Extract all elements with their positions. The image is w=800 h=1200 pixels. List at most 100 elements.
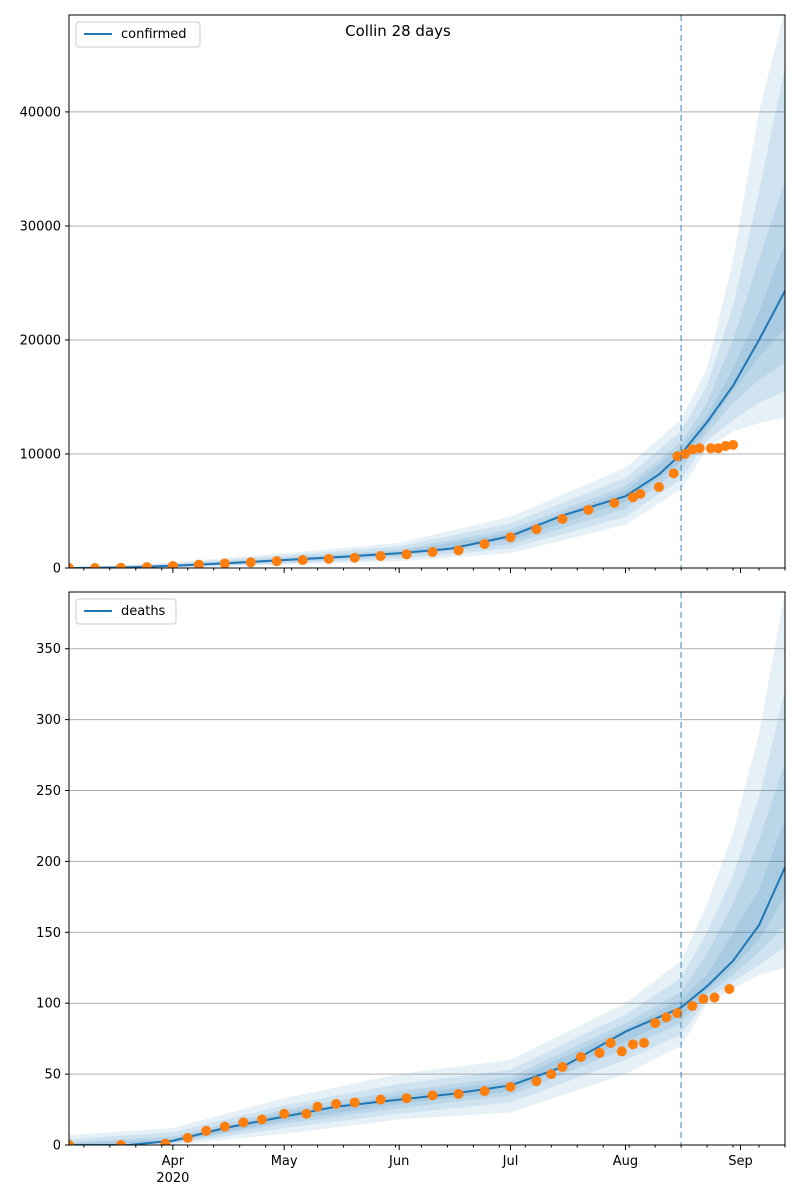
axes-frame [68,591,786,1146]
uncertainty-band-1 [69,691,785,1145]
observed-point [639,1037,650,1048]
observed-point [575,1052,586,1063]
observed-point [245,557,256,568]
observed-point [401,1093,412,1104]
observed-point [115,1140,126,1145]
plot-area [69,15,785,568]
confirmed-panel: 0 10000 20000 30000 40000 confirmed [20,14,786,577]
observed-point [672,1008,683,1019]
observed-point [698,993,709,1004]
observed-point [115,562,126,568]
legend-box [75,598,177,625]
observed-point [69,563,74,568]
y-tick-label: 10000 [20,447,61,462]
x-tick-label: Jun [388,1154,409,1169]
observed-point [401,549,412,560]
observed-point [705,443,716,454]
observed-point [728,439,739,450]
observed-point [557,1062,568,1073]
observed-point [375,551,386,562]
observed-point [479,1086,490,1097]
legend-label: confirmed [121,27,187,42]
observed-point [323,553,334,564]
observed-point [453,1088,464,1099]
observed-point [182,1132,193,1143]
observed-point [709,992,720,1003]
observed-point [89,563,100,568]
observed-point [201,1125,212,1136]
observed-point [141,562,152,568]
y-tick-label: 150 [36,926,61,941]
observed-point [668,468,679,479]
observed-point [331,1098,342,1109]
observed-point [653,482,664,493]
observed-point [297,555,308,566]
figure-title: Collin 28 days [345,22,451,40]
uncertainty-band-0 [69,592,785,1145]
observed-point [546,1069,557,1080]
observed-point [312,1101,323,1112]
observed-point [679,448,690,459]
observed-point [627,1039,638,1050]
observed-point [661,1012,672,1023]
y-tick-label: 350 [36,642,61,657]
observed-point [694,443,705,454]
observed-point [238,1117,249,1128]
legend-box [75,21,201,48]
observed-point [724,984,735,995]
observed-point [583,504,594,515]
observed-point [609,498,620,509]
observed-point [687,1001,698,1012]
y-tick-label: 40000 [20,105,61,120]
observed-point [594,1047,605,1058]
observed-point [219,558,230,568]
x-tick-sublabel: 2020 [156,1171,189,1186]
axes-frame [68,14,786,569]
observed-point [301,1108,312,1119]
uncertainty-band-0 [69,15,785,568]
observed-point [271,556,282,567]
observed-point [256,1114,267,1125]
observed-point [505,532,516,543]
legend: deaths [75,598,177,625]
observed-point [605,1037,616,1048]
observed-point [505,1081,516,1092]
observed-point [616,1046,627,1057]
observed-point [627,492,638,503]
x-tick-label: Sep [728,1154,753,1169]
observed-point [427,1090,438,1101]
observed-point [531,1076,542,1087]
observed-point [69,1140,74,1145]
observed-point [375,1094,386,1105]
observed-point [160,1138,171,1145]
uncertainty-band-1 [69,66,785,568]
observed-point [427,547,438,558]
observed-point [557,513,568,524]
observed-point [219,1121,230,1132]
observed-point [167,560,178,568]
uncertainty-band-2 [69,762,785,1145]
observed-point [531,524,542,535]
observed-point [650,1018,661,1029]
y-tick-label: 0 [53,562,61,577]
y-tick-label: 20000 [20,333,61,348]
observed-point [720,440,731,451]
y-tick-label: 300 [36,713,61,728]
observed-point [479,539,490,550]
y-tick-label: 50 [44,1068,61,1083]
x-tick-label: Apr [162,1154,185,1169]
deaths-panel: 0 50 100 150 200 250 300 350 Apr 2020 May Jun Jul Aug… [36,591,786,1186]
uncertainty-band-2 [69,180,785,568]
x-tick-label: Jul [502,1154,519,1169]
uncertainty-band-3 [69,243,785,568]
y-tick-label: 30000 [20,219,61,234]
observed-point [687,444,698,455]
observed-point [193,559,204,568]
observed-point [279,1108,290,1119]
y-tick-label: 0 [53,1139,61,1154]
y-tick-label: 100 [36,997,61,1012]
y-tick-label: 200 [36,855,61,870]
x-tick-label: May [271,1154,298,1169]
legend-label: deaths [121,604,166,619]
